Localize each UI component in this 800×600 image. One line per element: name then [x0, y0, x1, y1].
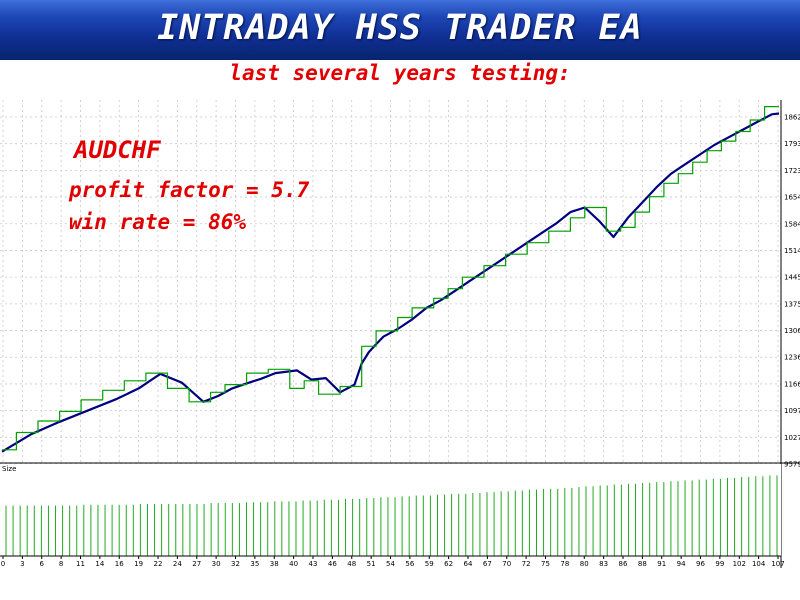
x-tick-label: 16 — [115, 560, 124, 568]
x-tick-label: 30 — [212, 560, 221, 568]
x-tick-label: 48 — [347, 560, 356, 568]
header-banner: INTRADAY HSS TRADER EA — [0, 0, 800, 60]
x-tick-label: 40 — [289, 560, 298, 568]
x-tick-label: 64 — [464, 560, 473, 568]
x-tick-label: 80 — [580, 560, 589, 568]
x-tick-label: 75 — [541, 560, 550, 568]
size-panel-background — [0, 464, 781, 556]
y-tick-label: 18629 — [784, 114, 800, 122]
x-tick-label: 70 — [502, 560, 511, 568]
x-tick-label: 54 — [386, 560, 395, 568]
y-tick-label: 13756 — [784, 300, 800, 308]
x-tick-label: 3 — [20, 560, 24, 568]
x-tick-label: 19 — [134, 560, 143, 568]
x-tick-label: 14 — [95, 560, 104, 568]
y-tick-label: 15148 — [784, 247, 800, 255]
x-tick-label: 51 — [367, 560, 376, 568]
x-tick-label: 62 — [444, 560, 453, 568]
x-tick-label: 27 — [192, 560, 201, 568]
page-subtitle: last several years testing: — [229, 61, 571, 85]
y-tick-label: 13060 — [784, 327, 800, 335]
x-tick-label: 46 — [328, 560, 337, 568]
size-panel: Size 0 3 6 8 11 14 16 19 22 24 27 30 32 35 38 40 43 46 48 51… — [0, 464, 785, 568]
y-tick-label: 16540 — [784, 194, 800, 202]
equity-panel: 1862917933172371654015844151481445213756… — [0, 100, 800, 568]
profit-factor-annotation: profit factor = 5.7 — [69, 178, 310, 202]
x-tick-label: 83 — [599, 560, 608, 568]
x-tick-label: 72 — [522, 560, 531, 568]
x-tick-label: 8 — [59, 560, 63, 568]
x-tick-label: 59 — [425, 560, 434, 568]
size-panel-title: Size — [2, 465, 16, 473]
chart-area: 1862917933172371654015844151481445213756… — [0, 100, 800, 568]
y-tick-label: 9579 — [784, 461, 800, 469]
x-tick-label: 43 — [309, 560, 318, 568]
x-tick-label: 104 — [752, 560, 766, 568]
y-tick-label: 15844 — [784, 220, 800, 228]
y-tick-label: 17237 — [784, 167, 800, 175]
y-tick-label: 11668 — [784, 380, 800, 388]
x-tick-label: 56 — [405, 560, 414, 568]
x-tick-label: 24 — [173, 560, 182, 568]
x-tick-label: 107 — [771, 560, 784, 568]
x-tick-label: 35 — [250, 560, 259, 568]
y-tick-label: 12364 — [784, 354, 800, 362]
x-tick-label: 67 — [483, 560, 492, 568]
x-tick-label: 94 — [677, 560, 686, 568]
x-tick-label: 78 — [560, 560, 569, 568]
y-tick-label: 14452 — [784, 274, 800, 282]
x-tick-label: 6 — [40, 560, 45, 568]
x-tick-label: 11 — [76, 560, 85, 568]
y-tick-label: 10275 — [784, 434, 800, 442]
x-tick-label: 99 — [715, 560, 724, 568]
page-title: INTRADAY HSS TRADER EA — [157, 8, 643, 48]
x-tick-label: 0 — [1, 560, 5, 568]
y-tick-label: 17933 — [784, 140, 800, 148]
symbol-annotation: AUDCHF — [74, 136, 161, 164]
x-tick-label: 32 — [231, 560, 240, 568]
x-tick-label: 96 — [696, 560, 705, 568]
x-tick-label: 88 — [638, 560, 647, 568]
x-tick-label: 91 — [657, 560, 666, 568]
x-tick-label: 38 — [270, 560, 279, 568]
x-tick-label: 102 — [733, 560, 746, 568]
balance-line — [2, 106, 779, 451]
win-rate-annotation: win rate = 86% — [69, 210, 247, 234]
x-tick-label: 86 — [619, 560, 628, 568]
x-tick-label: 22 — [154, 560, 163, 568]
